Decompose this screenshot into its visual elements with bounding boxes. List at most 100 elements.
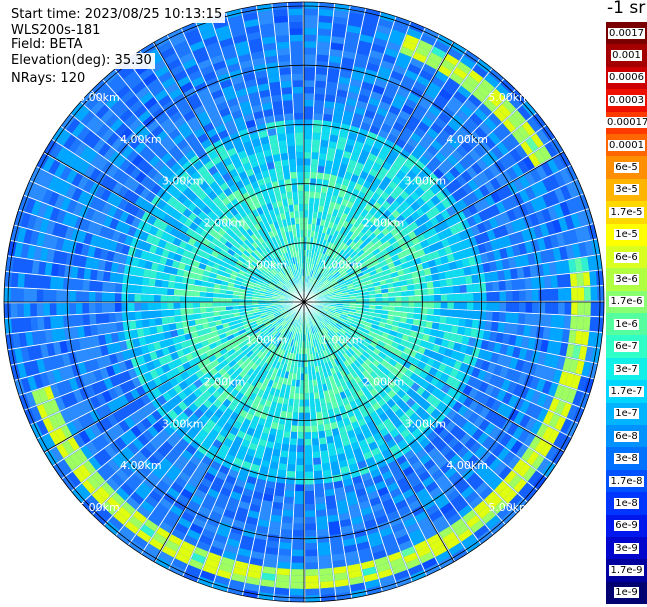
- radar-gate: [323, 270, 329, 277]
- radar-gate: [454, 162, 466, 174]
- radar-gate: [436, 264, 445, 273]
- radar-gate: [398, 180, 409, 191]
- radar-gate: [322, 342, 328, 350]
- radar-gate: [75, 291, 83, 302]
- ray-separator: [168, 301, 305, 570]
- radar-gate: [238, 305, 246, 309]
- radar-gate: [238, 226, 247, 235]
- radar-gate: [381, 94, 394, 105]
- radar-gate: [155, 271, 164, 280]
- radar-gate: [328, 354, 334, 362]
- radar-gate: [366, 318, 374, 324]
- ray-separator: [303, 301, 398, 588]
- radar-gate: [148, 454, 160, 467]
- radar-gate: [387, 551, 403, 563]
- ray-separator: [10, 239, 305, 303]
- radar-gate: [553, 171, 566, 187]
- radar-gate: [535, 378, 546, 392]
- radar-gate: [116, 141, 129, 155]
- radar-gate: [112, 252, 122, 263]
- radar-gate: [450, 325, 459, 334]
- radar-gate: [274, 285, 282, 291]
- radar-gate: [234, 375, 243, 384]
- radar-gate: [224, 544, 239, 554]
- radar-gate: [281, 516, 293, 524]
- radar-gate: [370, 351, 378, 360]
- radar-gate: [497, 504, 512, 520]
- radar-gate: [81, 479, 96, 495]
- radar-gate: [283, 503, 294, 511]
- radar-gate: [405, 195, 415, 206]
- radar-gate: [420, 213, 430, 224]
- radar-gate: [282, 321, 288, 328]
- radar-gate: [291, 562, 304, 570]
- radar-gate: [226, 393, 235, 403]
- radar-gate: [574, 330, 583, 345]
- radar-gate: [158, 551, 174, 564]
- radar-gate: [429, 419, 440, 431]
- radar-gate: [77, 190, 89, 204]
- radar-gate: [591, 347, 601, 363]
- radar-gate: [371, 119, 383, 129]
- radar-gate: [402, 75, 416, 87]
- radar-gate: [221, 372, 231, 381]
- ray-separator: [303, 137, 556, 303]
- radar-gate: [431, 76, 445, 88]
- radar-gate: [507, 394, 519, 408]
- radar-gate: [426, 342, 435, 351]
- radar-gate: [246, 290, 253, 294]
- radar-gate: [334, 486, 345, 496]
- radar-gate: [211, 250, 220, 258]
- radar-gate: [174, 476, 187, 488]
- ray-separator: [303, 68, 493, 303]
- radar-gate: [537, 314, 545, 326]
- radar-gate: [315, 372, 321, 380]
- radar-gate: [474, 234, 484, 245]
- radar-gate: [124, 113, 138, 127]
- radar-gate: [317, 282, 323, 289]
- radar-gate: [339, 328, 347, 335]
- radar-gate: [441, 198, 452, 209]
- radar-gate: [276, 282, 283, 288]
- radar-gate: [314, 490, 325, 498]
- radar-gate: [124, 416, 136, 429]
- radar-gate: [154, 294, 161, 302]
- radar-gate: [77, 126, 91, 141]
- radar-gate: [122, 446, 135, 460]
- radar-gate: [317, 351, 323, 359]
- radar-gate: [482, 262, 491, 273]
- radar-gate: [318, 554, 332, 563]
- radar-gate: [102, 281, 110, 292]
- radar-gate: [396, 238, 406, 247]
- radar-gate: [453, 302, 461, 310]
- radar-gate: [434, 179, 446, 191]
- ray-separator: [13, 224, 305, 303]
- radar-gate: [318, 259, 323, 267]
- radar-gate: [262, 391, 269, 400]
- radar-gate: [316, 238, 321, 246]
- radar-gate: [432, 515, 447, 528]
- radar-gate: [313, 470, 323, 478]
- radar-gate: [450, 494, 465, 507]
- radar-gate: [127, 225, 137, 237]
- radar-gate: [596, 317, 604, 332]
- radar-gate: [364, 391, 374, 401]
- radar-gate: [444, 171, 456, 183]
- ray-separator: [303, 301, 604, 318]
- radar-gate: [221, 244, 230, 253]
- radar-gate: [304, 484, 314, 492]
- radar-gate: [163, 265, 172, 274]
- radar-gate: [118, 394, 129, 407]
- radar-gate: [560, 418, 573, 434]
- ray-separator: [303, 58, 481, 303]
- radar-gate: [492, 281, 500, 292]
- radar-gate: [288, 331, 293, 339]
- radar-gate: [550, 275, 558, 288]
- radar-gate: [426, 314, 434, 322]
- radar-gate: [226, 309, 234, 315]
- radar-gate: [276, 429, 284, 438]
- radar-gate: [321, 335, 327, 343]
- radar-gate: [440, 209, 451, 220]
- radar-gate: [345, 214, 353, 223]
- radar-gate: [378, 351, 387, 360]
